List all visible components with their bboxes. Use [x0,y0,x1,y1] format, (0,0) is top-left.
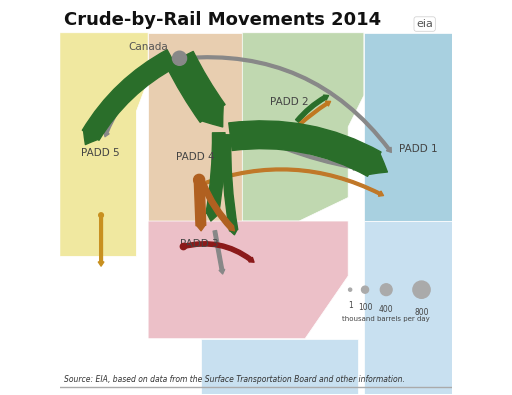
Circle shape [180,243,186,250]
Circle shape [380,284,392,295]
Polygon shape [364,33,452,221]
FancyArrowPatch shape [82,50,176,145]
Text: 400: 400 [379,305,394,314]
Polygon shape [60,33,148,256]
FancyArrowPatch shape [166,51,225,127]
Polygon shape [148,33,242,221]
Polygon shape [148,221,348,339]
FancyArrowPatch shape [98,215,104,266]
Polygon shape [242,33,364,221]
Circle shape [413,281,430,298]
Text: 800: 800 [414,308,429,317]
Polygon shape [364,221,452,393]
Text: thousand barrels per day: thousand barrels per day [342,316,430,322]
FancyArrowPatch shape [213,231,225,274]
Text: eia: eia [416,19,433,29]
Text: PADD 5: PADD 5 [81,148,120,158]
FancyArrowPatch shape [298,101,331,126]
Text: PADD 4: PADD 4 [176,152,214,162]
Text: Canada: Canada [129,42,168,53]
Circle shape [194,174,205,185]
FancyArrowPatch shape [183,242,254,262]
Circle shape [173,51,186,65]
FancyArrowPatch shape [104,57,176,137]
Polygon shape [201,339,358,393]
Text: PADD 1: PADD 1 [399,145,438,154]
FancyArrowPatch shape [222,135,238,235]
Text: 1: 1 [348,301,352,310]
FancyArrowPatch shape [203,168,383,196]
Text: PADD 3: PADD 3 [180,239,218,248]
FancyArrowPatch shape [194,180,206,231]
Text: Crude-by-Rail Movements 2014: Crude-by-Rail Movements 2014 [64,11,381,29]
Text: Source: EIA, based on data from the Surface Transportation Board and other infor: Source: EIA, based on data from the Surf… [64,375,404,384]
Text: PADD 2: PADD 2 [270,97,308,107]
Circle shape [361,286,369,293]
FancyArrowPatch shape [285,147,358,170]
Text: 100: 100 [358,303,372,312]
Circle shape [99,213,103,218]
FancyArrowPatch shape [206,133,225,221]
Circle shape [349,288,352,291]
FancyArrowPatch shape [201,183,234,231]
FancyArrowPatch shape [229,121,388,176]
FancyArrowPatch shape [183,56,391,152]
FancyArrowPatch shape [295,95,329,122]
